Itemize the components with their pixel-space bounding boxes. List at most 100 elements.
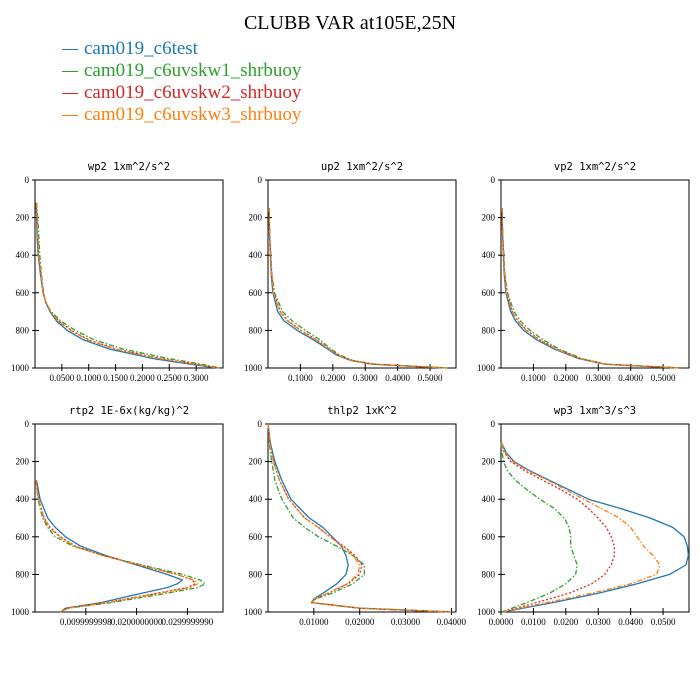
x-tick-label: 0.0200000000 (111, 617, 163, 627)
legend-label: cam019_c6uvskw3_shrbuoy (84, 104, 302, 125)
x-tick-label: 0.0400 (618, 617, 643, 627)
series-line-3 (267, 423, 452, 613)
y-tick-label: 400 (249, 250, 263, 260)
x-tick-label: 0.0500 (651, 617, 676, 627)
series-line-4 (35, 202, 219, 369)
series-line-1 (268, 208, 447, 369)
x-tick-label: 0.1500 (103, 373, 128, 383)
series-line-2 (35, 480, 206, 613)
y-tick-label: 400 (249, 494, 263, 504)
x-tick-label: 0.2000 (553, 373, 578, 383)
y-tick-label: 600 (16, 532, 30, 542)
series-line-2 (268, 208, 448, 369)
series-line-1 (267, 423, 452, 613)
y-tick-label: 800 (482, 325, 496, 335)
y-tick-label: 400 (482, 250, 496, 260)
legend-label: cam019_c6uvskw1_shrbuoy (84, 60, 302, 81)
plot-frame (500, 179, 690, 369)
y-tick-label: 0 (25, 419, 30, 429)
y-tick-label: 0 (25, 175, 30, 185)
series-line-3 (35, 202, 219, 369)
x-tick-label: 0.2000 (320, 373, 345, 383)
panel-title: up2 1xm^2/s^2 (321, 161, 403, 173)
series-line-1 (35, 202, 218, 369)
x-tick-label: 0.3000 (586, 373, 611, 383)
y-tick-label: 200 (249, 213, 263, 223)
y-tick-label: 200 (249, 457, 263, 467)
series-line-3 (268, 208, 447, 369)
x-tick-label: 0.04000 (437, 617, 467, 627)
x-tick-label: 0.1000 (521, 373, 546, 383)
x-tick-label: 0.2000 (130, 373, 155, 383)
y-tick-label: 800 (249, 325, 263, 335)
y-tick-label: 200 (16, 457, 30, 467)
y-tick-label: 600 (482, 288, 496, 298)
y-tick-label: 200 (482, 213, 496, 223)
x-tick-label: 0.5000 (651, 373, 676, 383)
y-tick-label: 600 (249, 288, 263, 298)
x-tick-label: 0.03000 (391, 617, 421, 627)
x-tick-label: 0.0299999990 (162, 617, 214, 627)
legend-label: cam019_c6uvskw2_shrbuoy (84, 82, 302, 103)
y-tick-label: 600 (482, 532, 496, 542)
series-line-4 (501, 208, 680, 369)
x-tick-label: 0.4000 (385, 373, 410, 383)
plot-frame (267, 423, 457, 613)
y-tick-label: 1000 (477, 607, 496, 617)
x-tick-label: 0.0500 (49, 373, 74, 383)
legend: cam019_c6test cam019_c6uvskw1_shrbuoy ca… (62, 38, 301, 126)
x-tick-label: 0.5000 (418, 373, 443, 383)
y-tick-label: 800 (16, 325, 30, 335)
y-tick-label: 0 (491, 419, 496, 429)
x-tick-label: 0.1000 (288, 373, 313, 383)
series-line-1 (501, 208, 680, 369)
y-tick-label: 200 (16, 213, 30, 223)
y-tick-label: 400 (482, 494, 496, 504)
legend-item-uvskw1: cam019_c6uvskw1_shrbuoy (62, 60, 301, 82)
page-title: CLUBB VAR at105E,25N (243, 12, 457, 34)
legend-item-c6test: cam019_c6test (62, 38, 301, 60)
series-line-2 (500, 442, 578, 613)
x-tick-label: 0.4000 (618, 373, 643, 383)
y-tick-label: 800 (16, 569, 30, 579)
y-tick-label: 0 (258, 175, 263, 185)
panel-title: thlp2 1xK^2 (327, 405, 397, 417)
plot-frame (34, 179, 224, 369)
y-tick-label: 0 (491, 175, 496, 185)
chart-panel-5: thlp2 1xK^2 0 200 400 600 800 1000 0.01000 0.020… (244, 405, 467, 627)
series-line-1 (35, 480, 184, 613)
panel-title: wp2 1xm^2/s^2 (88, 161, 170, 173)
legend-line-icon (62, 71, 78, 73)
y-tick-label: 600 (16, 288, 30, 298)
x-tick-label: 0.3000 (353, 373, 378, 383)
legend-line-icon (62, 49, 78, 51)
series-line-4 (35, 480, 199, 613)
plot-frame (267, 179, 457, 369)
x-tick-label: 0.01000 (299, 617, 329, 627)
chart-panel-4: rtp2 1E-6x(kg/kg)^2 0 200 400 600 800 1000 0.00… (11, 405, 224, 627)
legend-item-uvskw3: cam019_c6uvskw3_shrbuoy (62, 104, 301, 126)
x-tick-label: 0.0099999998 (60, 617, 112, 627)
y-tick-label: 400 (16, 494, 30, 504)
series-line-3 (500, 442, 616, 613)
series-line-4 (267, 423, 452, 613)
plot-frame (34, 423, 224, 613)
y-tick-label: 1000 (11, 607, 30, 617)
legend-label: cam019_c6test (84, 38, 198, 59)
x-tick-label: 0.0100 (521, 617, 546, 627)
x-tick-label: 0.2500 (157, 373, 182, 383)
legend-item-uvskw2: cam019_c6uvskw2_shrbuoy (62, 82, 301, 104)
y-tick-label: 0 (258, 419, 263, 429)
y-tick-label: 800 (482, 569, 496, 579)
panel-title: wp3 1xm^3/s^3 (554, 405, 636, 417)
y-tick-label: 800 (249, 569, 263, 579)
series-line-4 (500, 442, 661, 613)
series-line-3 (501, 208, 680, 369)
series-line-1 (501, 442, 690, 613)
x-tick-label: 0.3000 (184, 373, 209, 383)
series-line-4 (268, 208, 447, 369)
x-tick-label: 0.0300 (586, 617, 611, 627)
x-tick-label: 0.1000 (76, 373, 101, 383)
